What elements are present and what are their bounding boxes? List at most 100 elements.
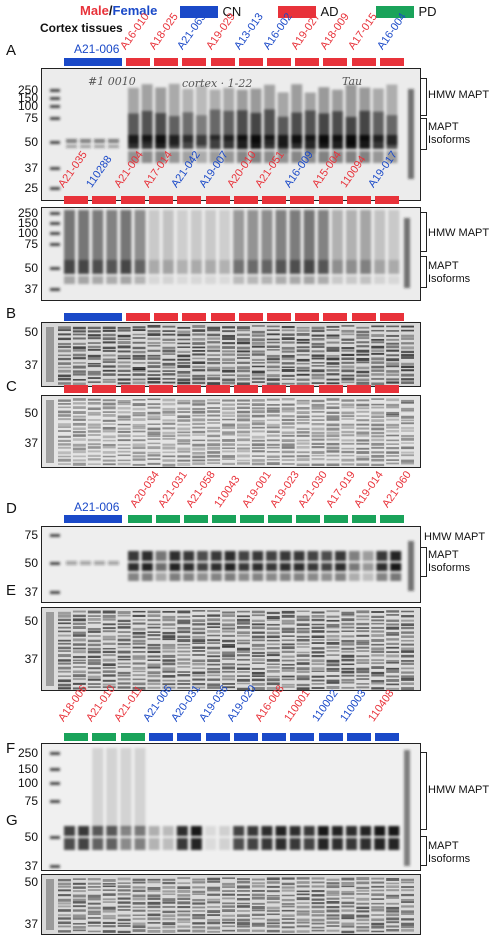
- a2-lane-12-low: [233, 276, 245, 284]
- e-l23-b19: [401, 687, 414, 690]
- c-l16-b8: [296, 431, 310, 434]
- c-l23-b7: [401, 426, 414, 430]
- e-l12-b16: [237, 675, 250, 677]
- a1-ad-19-smear: [386, 84, 398, 145]
- c-l0-b9: [58, 435, 71, 438]
- c-l18-b10: [326, 438, 340, 441]
- e-l0-b2: [58, 618, 71, 621]
- c-l1-b14: [72, 455, 86, 458]
- e-l17-b2: [311, 618, 325, 622]
- g-l18-b8: [326, 909, 340, 913]
- c-l13-b11: [251, 443, 265, 447]
- a1-ad-8-low: [236, 151, 248, 163]
- b-l19-b2: [341, 333, 355, 336]
- b-l0-b14: [58, 382, 71, 385]
- f-lane-21-mapt-low: [360, 838, 372, 850]
- f-lane-9-mapt-low: [190, 838, 202, 850]
- d-lane-17-top: [362, 551, 374, 561]
- e-l2-b15: [87, 671, 101, 674]
- g-l11-b12: [222, 925, 235, 928]
- d-ladder-0: [50, 534, 60, 537]
- c-l3-b10: [102, 439, 116, 442]
- e-l22-b18: [386, 683, 400, 686]
- b-l2-b12: [87, 373, 101, 376]
- a2-ladder-2: [50, 232, 60, 235]
- e-l22-b15: [386, 670, 400, 673]
- blot-f-hmw-label: HMW MAPT: [428, 784, 490, 796]
- g-l20-b8: [356, 910, 370, 913]
- e-l10-b1: [207, 614, 221, 617]
- e-l7-b16: [162, 675, 176, 678]
- a1-ad-16-mapt: [345, 135, 357, 149]
- e-l18-b7: [326, 638, 340, 642]
- g-l12-b3: [237, 890, 250, 892]
- b-l0-b4: [58, 342, 71, 346]
- g-l1-b7: [72, 905, 86, 908]
- d-lane-4-low: [183, 573, 195, 581]
- e-l15-b1: [281, 614, 295, 618]
- blotC-group-bar-6: [233, 385, 258, 393]
- c-l20-b16: [356, 463, 370, 466]
- a2-lane-19-low: [331, 276, 343, 284]
- e-l18-b8: [326, 642, 340, 645]
- e-l0-b11: [58, 654, 71, 658]
- b-l16-b4: [296, 341, 310, 344]
- b-l22-b6: [386, 349, 400, 352]
- b-l11-b9: [222, 361, 235, 364]
- b-l15-b14: [281, 382, 295, 385]
- c-l0-b4: [58, 414, 71, 417]
- g-l9-b8: [192, 910, 206, 912]
- g-l8-b11: [177, 921, 191, 923]
- g-l22-b1: [386, 882, 400, 885]
- b-l8-b7: [177, 354, 191, 358]
- e-l21-b19: [371, 687, 385, 690]
- c-l7-b0: [162, 398, 176, 402]
- d-lane-10-top: [266, 551, 277, 561]
- a1-ad-17-hmw: [359, 110, 371, 141]
- f-lane-12-mapt-top: [233, 826, 245, 836]
- a1-ad-13-mapt: [304, 135, 316, 149]
- b-l6-b9: [147, 361, 161, 364]
- e-l1-b5: [72, 631, 86, 634]
- e-l20-b8: [356, 642, 370, 646]
- e-l19-b17: [341, 678, 355, 682]
- c-l23-b2: [401, 407, 414, 411]
- e-l19-b12: [341, 658, 355, 662]
- c-l11-b3: [222, 411, 235, 415]
- g-l15-b1: [281, 882, 295, 886]
- g-l22-b5: [386, 897, 400, 899]
- e-l1-b19: [72, 687, 86, 690]
- g-l18-b4: [326, 893, 340, 896]
- e-l11-b18: [222, 683, 235, 685]
- b-l12-b3: [237, 338, 250, 341]
- blotA2-group-bar-8: [290, 196, 315, 204]
- b-l7-b9: [162, 362, 176, 366]
- g-l0-b4: [58, 894, 71, 897]
- c-l14-b13: [266, 451, 280, 453]
- g-l4-b13: [117, 930, 131, 934]
- c-l22-b1: [386, 403, 400, 407]
- b-l7-b1: [162, 330, 176, 332]
- e-l6-b19: [147, 686, 161, 689]
- g-l0-b12: [58, 925, 71, 928]
- e-l14-b0: [266, 611, 280, 615]
- e-l15-b12: [281, 659, 295, 662]
- e-l9-b13: [192, 662, 206, 666]
- b-l16-b0: [296, 326, 310, 329]
- d-lane-15-top: [335, 551, 346, 561]
- b-l22-b3: [386, 338, 400, 341]
- d-lane-5-low: [197, 573, 208, 581]
- d-lane-18-top: [376, 551, 388, 561]
- a1-ad-13-low: [304, 151, 316, 163]
- g-l13-b0: [251, 878, 265, 881]
- a2-lane-15-smear: [275, 210, 287, 260]
- c-l12-b1: [237, 403, 250, 406]
- f-lane-16-mapt-low: [289, 838, 301, 850]
- blotF-group-bar-9: [318, 733, 343, 741]
- g-l16-b2: [296, 885, 310, 888]
- c-l1-b6: [72, 422, 86, 426]
- c-l19-b0: [341, 399, 355, 402]
- e-l4-b9: [117, 646, 131, 649]
- b-l10-b8: [207, 358, 221, 361]
- b-l5-b8: [132, 357, 146, 360]
